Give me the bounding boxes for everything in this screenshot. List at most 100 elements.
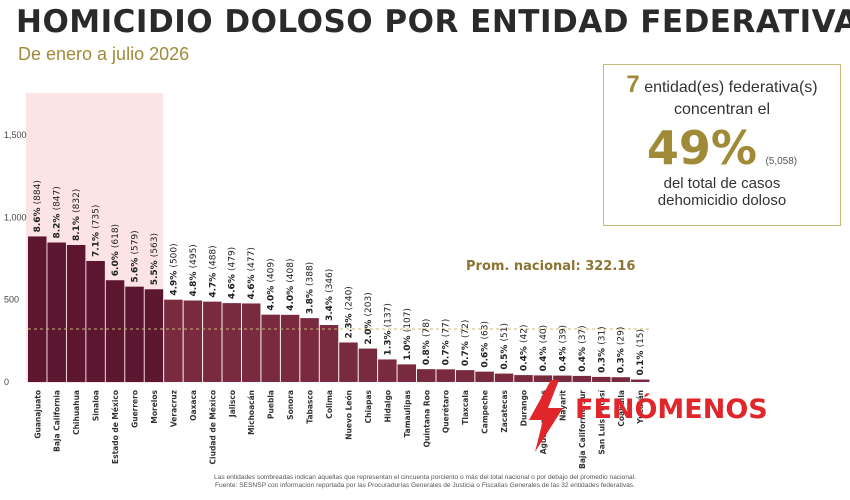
x-tick-label: Baja California bbox=[53, 390, 62, 452]
x-tick-label: Hidalgo bbox=[383, 390, 392, 422]
bar bbox=[66, 244, 86, 382]
bar bbox=[261, 314, 280, 382]
x-tick-label: Yucatán bbox=[636, 390, 645, 425]
x-tick-label: Chihuahua bbox=[72, 390, 81, 435]
bar bbox=[514, 375, 533, 382]
bar bbox=[475, 371, 494, 382]
bar bbox=[358, 348, 378, 382]
callout-cases: (5,058) bbox=[765, 156, 798, 167]
bar bbox=[183, 300, 203, 382]
data-label: 5.5% (563) bbox=[150, 233, 160, 285]
x-tick-label: Sonora bbox=[286, 390, 295, 420]
x-tick-label: Guerrero bbox=[131, 390, 140, 428]
callout-line-2: concentran el bbox=[673, 101, 771, 118]
x-tick-label: Morelos bbox=[150, 389, 159, 423]
data-label: 0.4% (37) bbox=[578, 325, 588, 372]
bar bbox=[494, 373, 514, 382]
summary-callout: 7 entidad(es) federativa(s) concentran e… bbox=[603, 64, 841, 226]
data-label: 0.4% (42) bbox=[520, 324, 530, 371]
data-label: 2.3% (240) bbox=[344, 286, 354, 338]
x-tick-label: Chiapas bbox=[364, 389, 373, 423]
average-label: Prom. nacional: 322.16 bbox=[466, 259, 635, 274]
x-tick-label: Tabasco bbox=[306, 390, 315, 424]
x-tick-label: Michoacán bbox=[247, 390, 256, 435]
bar bbox=[222, 303, 241, 382]
data-label: 0.3% (31) bbox=[597, 326, 607, 373]
data-label: 4.6% (479) bbox=[228, 247, 238, 299]
x-tick-label: Nuevo León bbox=[344, 390, 353, 440]
bar bbox=[125, 286, 144, 382]
x-tick-label: Guanajuato bbox=[33, 390, 42, 439]
bar bbox=[572, 375, 592, 382]
data-label: 2.0% (203) bbox=[364, 292, 374, 344]
x-tick-label: Tlaxcala bbox=[461, 390, 470, 425]
data-label: 4.9% (500) bbox=[169, 243, 179, 295]
callout-entities-text: entidad(es) federativa(s) bbox=[644, 79, 818, 96]
bar bbox=[436, 369, 455, 382]
bar bbox=[397, 364, 417, 382]
bar bbox=[592, 376, 611, 382]
callout-line-1: 7 entidad(es) federativa(s) bbox=[604, 71, 840, 99]
data-label: 0.1% (15) bbox=[636, 329, 646, 376]
footnote: Las entidades sombreadas indican aquella… bbox=[0, 474, 850, 490]
x-tick-label: San Luis Potosí bbox=[597, 390, 606, 455]
data-label: 0.6% (63) bbox=[481, 321, 491, 368]
x-tick-label: Querétaro bbox=[442, 390, 451, 433]
callout-percent-row: 49% (5,058) bbox=[604, 121, 840, 175]
callout-line-3: del total de casos bbox=[663, 175, 781, 192]
x-tick-label: Baja California Sur bbox=[578, 390, 587, 469]
data-label: 0.8% (78) bbox=[422, 319, 432, 366]
bar bbox=[47, 242, 66, 382]
callout-line-4: dehomicidio doloso bbox=[657, 192, 787, 209]
data-label: 7.1% (735) bbox=[92, 205, 102, 257]
footnote-line-2: Fuente: SESNSP con información reportada… bbox=[215, 482, 635, 489]
bar bbox=[280, 314, 300, 382]
bar bbox=[28, 236, 47, 382]
bar bbox=[553, 375, 572, 382]
footnote-line-1: Las entidades sombreadas indican aquella… bbox=[214, 474, 636, 481]
x-tick-label: Durango bbox=[520, 390, 529, 426]
x-tick-label: Coahuila bbox=[617, 390, 626, 427]
data-label: 4.6% (477) bbox=[247, 247, 257, 299]
bar bbox=[203, 301, 222, 382]
watermark-text: FENÓMENOS bbox=[575, 394, 768, 425]
bar bbox=[241, 303, 261, 382]
data-label: 8.2% (847) bbox=[53, 186, 63, 238]
data-label: 6.0% (618) bbox=[111, 224, 121, 276]
data-label: 4.0% (409) bbox=[267, 258, 277, 310]
bar bbox=[417, 369, 436, 382]
data-label: 0.5% (51) bbox=[500, 323, 510, 370]
x-tick-label: Tamaulipas bbox=[403, 389, 412, 437]
page-subtitle: De enero a julio 2026 bbox=[18, 44, 190, 64]
data-label: 0.3% (29) bbox=[617, 327, 627, 374]
x-tick-label: Zacatecas bbox=[500, 389, 509, 432]
bar bbox=[455, 370, 475, 382]
bar bbox=[105, 280, 125, 382]
data-labels-group: 8.6% (884) 8.2% (847) 8.1% (832) 7.1% (735)… bbox=[33, 180, 646, 375]
data-label: 1.3% (137) bbox=[383, 303, 393, 355]
x-tick-label: Ciudad de México bbox=[208, 390, 217, 464]
data-label: 3.4% (346) bbox=[325, 269, 335, 321]
bar bbox=[144, 289, 164, 382]
y-tick-label: 0 bbox=[4, 377, 9, 387]
data-label: 0.7% (72) bbox=[461, 320, 471, 367]
x-tick-label: Quintana Roo bbox=[422, 390, 431, 447]
callout-count: 7 bbox=[626, 71, 640, 98]
bar bbox=[86, 260, 105, 382]
x-tick-label: Veracruz bbox=[169, 390, 178, 427]
data-label: 4.0% (408) bbox=[286, 259, 296, 311]
bar bbox=[300, 318, 319, 382]
bars-group bbox=[28, 236, 650, 382]
data-label: 5.6% (579) bbox=[131, 230, 141, 282]
bar bbox=[164, 299, 183, 382]
bar bbox=[319, 325, 339, 382]
y-tick-label: 1,500 bbox=[4, 130, 27, 140]
bar bbox=[611, 377, 630, 382]
data-label: 1.0% (107) bbox=[403, 308, 413, 360]
watermark-logo: FENÓMENOS bbox=[519, 378, 819, 454]
data-label: 3.8% (388) bbox=[306, 262, 316, 314]
x-tick-label: Nayarit bbox=[558, 390, 567, 421]
lightning-icon bbox=[529, 380, 563, 452]
bar bbox=[378, 359, 397, 382]
x-tick-label: Jalisco bbox=[228, 390, 237, 418]
